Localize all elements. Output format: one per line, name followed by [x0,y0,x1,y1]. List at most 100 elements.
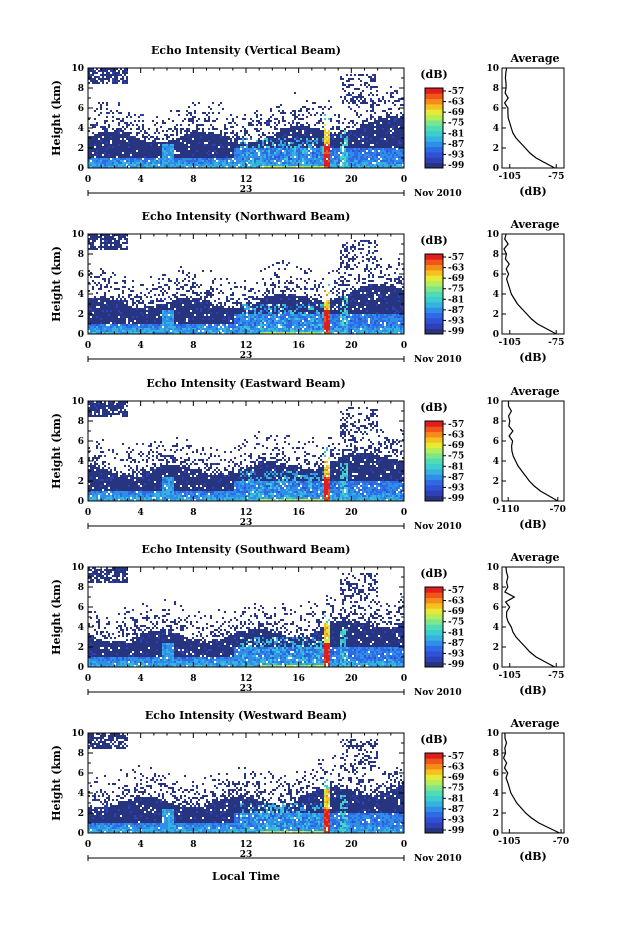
heatmap-cell [108,154,110,156]
heatmap-cell [112,322,114,324]
heatmap-cell [382,148,384,150]
heatmap-cell [380,154,382,156]
heatmap-cell [316,132,318,134]
heatmap-cell [180,166,182,168]
heatmap-cell [300,164,302,166]
heatmap-cell [122,148,124,150]
heatmap-cell [92,126,94,128]
heatmap-cell [198,160,200,162]
heatmap-cell [342,142,344,144]
heatmap-cell [224,308,226,310]
heatmap-cell [182,166,184,168]
heatmap-cell [134,140,136,142]
heatmap-cell [174,282,176,284]
heatmap-cell [196,310,198,312]
heatmap-cell [390,118,392,120]
heatmap-cell [210,328,212,330]
heatmap-cell [202,134,204,136]
heatmap-cell [322,134,324,136]
heatmap-cell [182,302,184,304]
heatmap-cell [352,92,354,94]
heatmap-cell [276,162,278,164]
heatmap-cell [362,162,364,164]
heatmap-cell [314,142,316,144]
heatmap-cell [166,136,168,138]
heatmap-cell [90,238,92,240]
heatmap-cell [140,284,142,286]
heatmap-cell [122,320,124,322]
heatmap-cell [106,310,108,312]
echo-heatmap [88,68,404,168]
heatmap-cell [196,292,198,294]
heatmap-cell [266,150,268,152]
heatmap-cell [294,92,296,94]
heatmap-cell [158,312,160,314]
heatmap-cell [280,112,282,114]
heatmap-cell [324,138,326,140]
heatmap-cell [94,150,96,152]
heatmap-cell [328,142,330,144]
heatmap-cell [348,150,350,152]
heatmap-cell [382,96,384,98]
heatmap-cell [344,134,346,136]
heatmap-cell [94,318,96,320]
heatmap-cell [292,148,294,150]
heatmap-cell [98,308,100,310]
heatmap-cell [212,280,214,282]
heatmap-cell [234,142,236,144]
heatmap-cell [372,106,374,108]
heatmap-cell [376,166,378,168]
heatmap-cell [126,158,128,160]
heatmap-cell [164,164,166,166]
heatmap-cell [96,312,98,314]
heatmap-cell [170,146,172,148]
heatmap-cell [96,138,98,140]
heatmap-cell [248,156,250,158]
heatmap-cell [170,166,172,168]
heatmap-cell [214,162,216,164]
heatmap-cell [202,112,204,114]
heatmap-cell [312,160,314,162]
heatmap-cell [198,302,200,304]
heatmap-cell [178,314,180,316]
heatmap-cell [366,142,368,144]
heatmap-cell [152,326,154,328]
heatmap-cell [100,308,102,310]
heatmap-cell [228,138,230,140]
heatmap-cell [164,332,166,334]
heatmap-cell [100,298,102,300]
heatmap-cell [268,162,270,164]
heatmap-cell [348,122,350,124]
heatmap-cell [324,124,326,126]
heatmap-cell [194,306,196,308]
heatmap-cell [196,158,198,160]
heatmap-cell [164,134,166,136]
heatmap-cell [220,326,222,328]
heatmap-cell [244,164,246,166]
heatmap-cell [114,332,116,334]
heatmap-cell [296,146,298,148]
heatmap-cell [134,322,136,324]
heatmap-cell [360,158,362,160]
heatmap-cell [94,140,96,142]
heatmap-cell [330,106,332,108]
heatmap-cell [208,134,210,136]
heatmap-cell [104,78,106,80]
heatmap-cell [186,314,188,316]
heatmap-cell [224,128,226,130]
heatmap-cell [164,142,166,144]
heatmap-cell [224,144,226,146]
heatmap-cell [150,152,152,154]
heatmap-cell [228,166,230,168]
heatmap-cell [298,110,300,112]
heatmap-cell [252,144,254,146]
heatmap-cell [130,316,132,318]
heatmap-cell [224,310,226,312]
y-tick-label: 0 [78,164,84,174]
heatmap-cell [308,140,310,142]
heatmap-cell [304,142,306,144]
heatmap-cell [398,158,400,160]
heatmap-cell [94,328,96,330]
heatmap-cell [98,288,100,290]
heatmap-cell [400,128,402,130]
